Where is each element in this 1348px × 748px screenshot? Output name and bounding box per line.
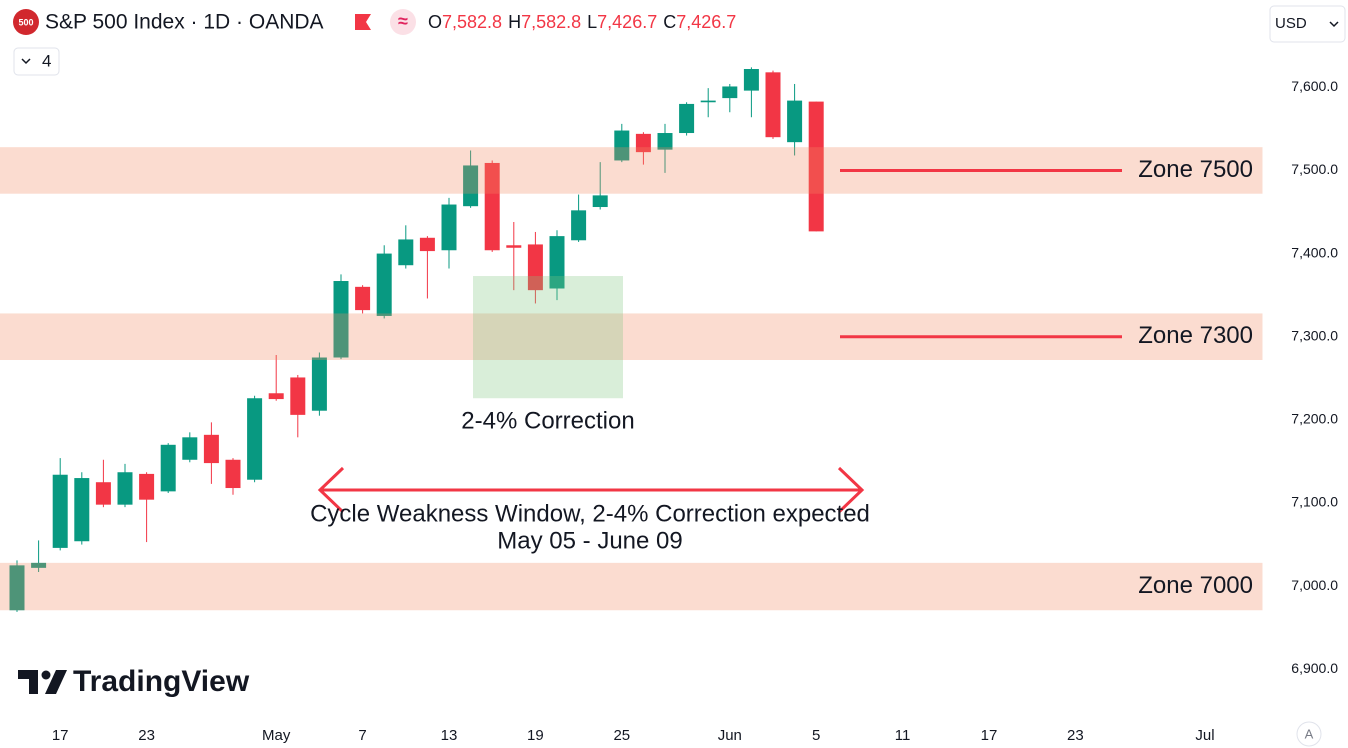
ohlc-key: H (508, 12, 521, 32)
x-tick-label: 7 (358, 727, 366, 744)
auto-button[interactable] (1296, 721, 1322, 747)
correction-label: 2-4% Correction (461, 408, 634, 435)
y-tick-label: 6,900.0 (1291, 660, 1338, 676)
x-tick-label: Jun (718, 727, 742, 744)
x-tick-label: 5 (812, 727, 820, 744)
candle-body (657, 133, 673, 150)
x-tick-label: Jul (1195, 727, 1214, 744)
badge-text: 500 (18, 17, 33, 27)
logo: TradingView (18, 665, 250, 698)
candle-body (117, 472, 133, 505)
x-tick-label: 25 (613, 727, 630, 744)
symbol-title: S&P 500 Index · 1D · OANDA (45, 11, 324, 34)
candle-body (506, 245, 522, 248)
candle-body (463, 165, 479, 207)
candle-body (592, 195, 608, 208)
candle-body (225, 459, 241, 489)
x-tick-label: 23 (1067, 727, 1084, 744)
candle-body (247, 398, 263, 480)
x-tick-label: 11 (895, 727, 911, 744)
candle-body (268, 393, 284, 400)
candle-body (182, 437, 198, 460)
x-tick-label: 19 (527, 727, 544, 744)
candle-body (549, 236, 565, 289)
candle-body (700, 100, 716, 103)
candle-body (614, 130, 630, 161)
ohlc-key: L (587, 12, 597, 32)
candle-body (333, 281, 349, 358)
candle-body (139, 473, 155, 500)
symbol-badge (13, 9, 39, 35)
logo-icon (18, 670, 67, 694)
candle-body (743, 69, 759, 91)
correction-box (473, 276, 623, 399)
x-tick-label: 17 (981, 727, 998, 744)
candle-body (311, 357, 327, 411)
candle-body (52, 474, 68, 548)
candle-body (527, 244, 543, 291)
auto-label: A (1305, 726, 1314, 741)
x-tick-label: 17 (52, 727, 69, 744)
candle-body (765, 72, 781, 138)
window-arrow (317, 466, 865, 514)
candle-body (355, 286, 371, 311)
candle-body (290, 377, 306, 415)
candle-body (808, 101, 824, 232)
candle-body (398, 239, 414, 266)
candle-body (9, 565, 25, 611)
y-tick-label: 7,400.0 (1291, 244, 1338, 260)
plot-area (0, 67, 1263, 612)
y-tick-label: 7,100.0 (1291, 494, 1338, 510)
indicator-icon[interactable] (390, 9, 416, 35)
flag-icon[interactable] (355, 14, 371, 30)
zone-band (0, 562, 1263, 611)
indicator-glyph: ≈ (398, 11, 408, 31)
currency-button[interactable] (1269, 5, 1346, 43)
y-tick-label: 7,000.0 (1291, 577, 1338, 593)
chevron (21, 58, 31, 65)
candle-body (419, 237, 435, 252)
candle-body (787, 100, 803, 143)
x-tick-label: 23 (138, 727, 155, 744)
currency: USD (1275, 15, 1307, 32)
collapse-button[interactable] (13, 47, 60, 76)
ohlc-legend: O7,582.8 H7,582.8 L7,426.7 C7,426.7 (428, 12, 736, 32)
candle-body (484, 162, 500, 251)
y-tick-label: 7,500.0 (1291, 161, 1338, 177)
logo-dot (41, 670, 51, 680)
zone-label: Zone 7500 (1138, 156, 1253, 183)
candle-body (441, 204, 457, 251)
candle-body (74, 478, 90, 542)
y-tick-label: 7,200.0 (1291, 411, 1338, 427)
chevron (1329, 21, 1339, 28)
candle-body (722, 86, 738, 99)
window-label: Cycle Weakness Window, 2-4% Correction e… (310, 500, 870, 527)
logo-text: TradingView (73, 665, 250, 698)
zone-label: Zone 7300 (1138, 322, 1253, 349)
candle-body (571, 210, 587, 241)
ohlc-key: C (663, 12, 676, 32)
header: 500 S&P 500 Index · 1D · OANDA ≈ O7,582.… (13, 5, 1346, 747)
x-tick-label: 13 (441, 727, 458, 744)
indicator-count: 4 (42, 51, 51, 70)
ohlc-value: 7,582.8 (442, 12, 502, 32)
ohlc-value: 7,426.7 (597, 12, 657, 32)
ohlc-value: 7,426.7 (676, 12, 736, 32)
ohlc-key: O (428, 12, 442, 32)
candle-body (679, 103, 695, 134)
candle-body (203, 434, 219, 464)
x-tick-label: May (262, 727, 291, 744)
candle-body (160, 444, 176, 492)
zone-label: Zone 7000 (1138, 572, 1253, 599)
candle-body (31, 562, 47, 568)
ohlc-value: 7,582.8 (521, 12, 581, 32)
y-tick-label: 7,600.0 (1291, 78, 1338, 94)
y-tick-label: 7,300.0 (1291, 327, 1338, 343)
candle-body (95, 482, 111, 505)
candle-body (635, 133, 651, 153)
window-dates: May 05 - June 09 (497, 527, 682, 554)
candle-body (376, 253, 392, 316)
